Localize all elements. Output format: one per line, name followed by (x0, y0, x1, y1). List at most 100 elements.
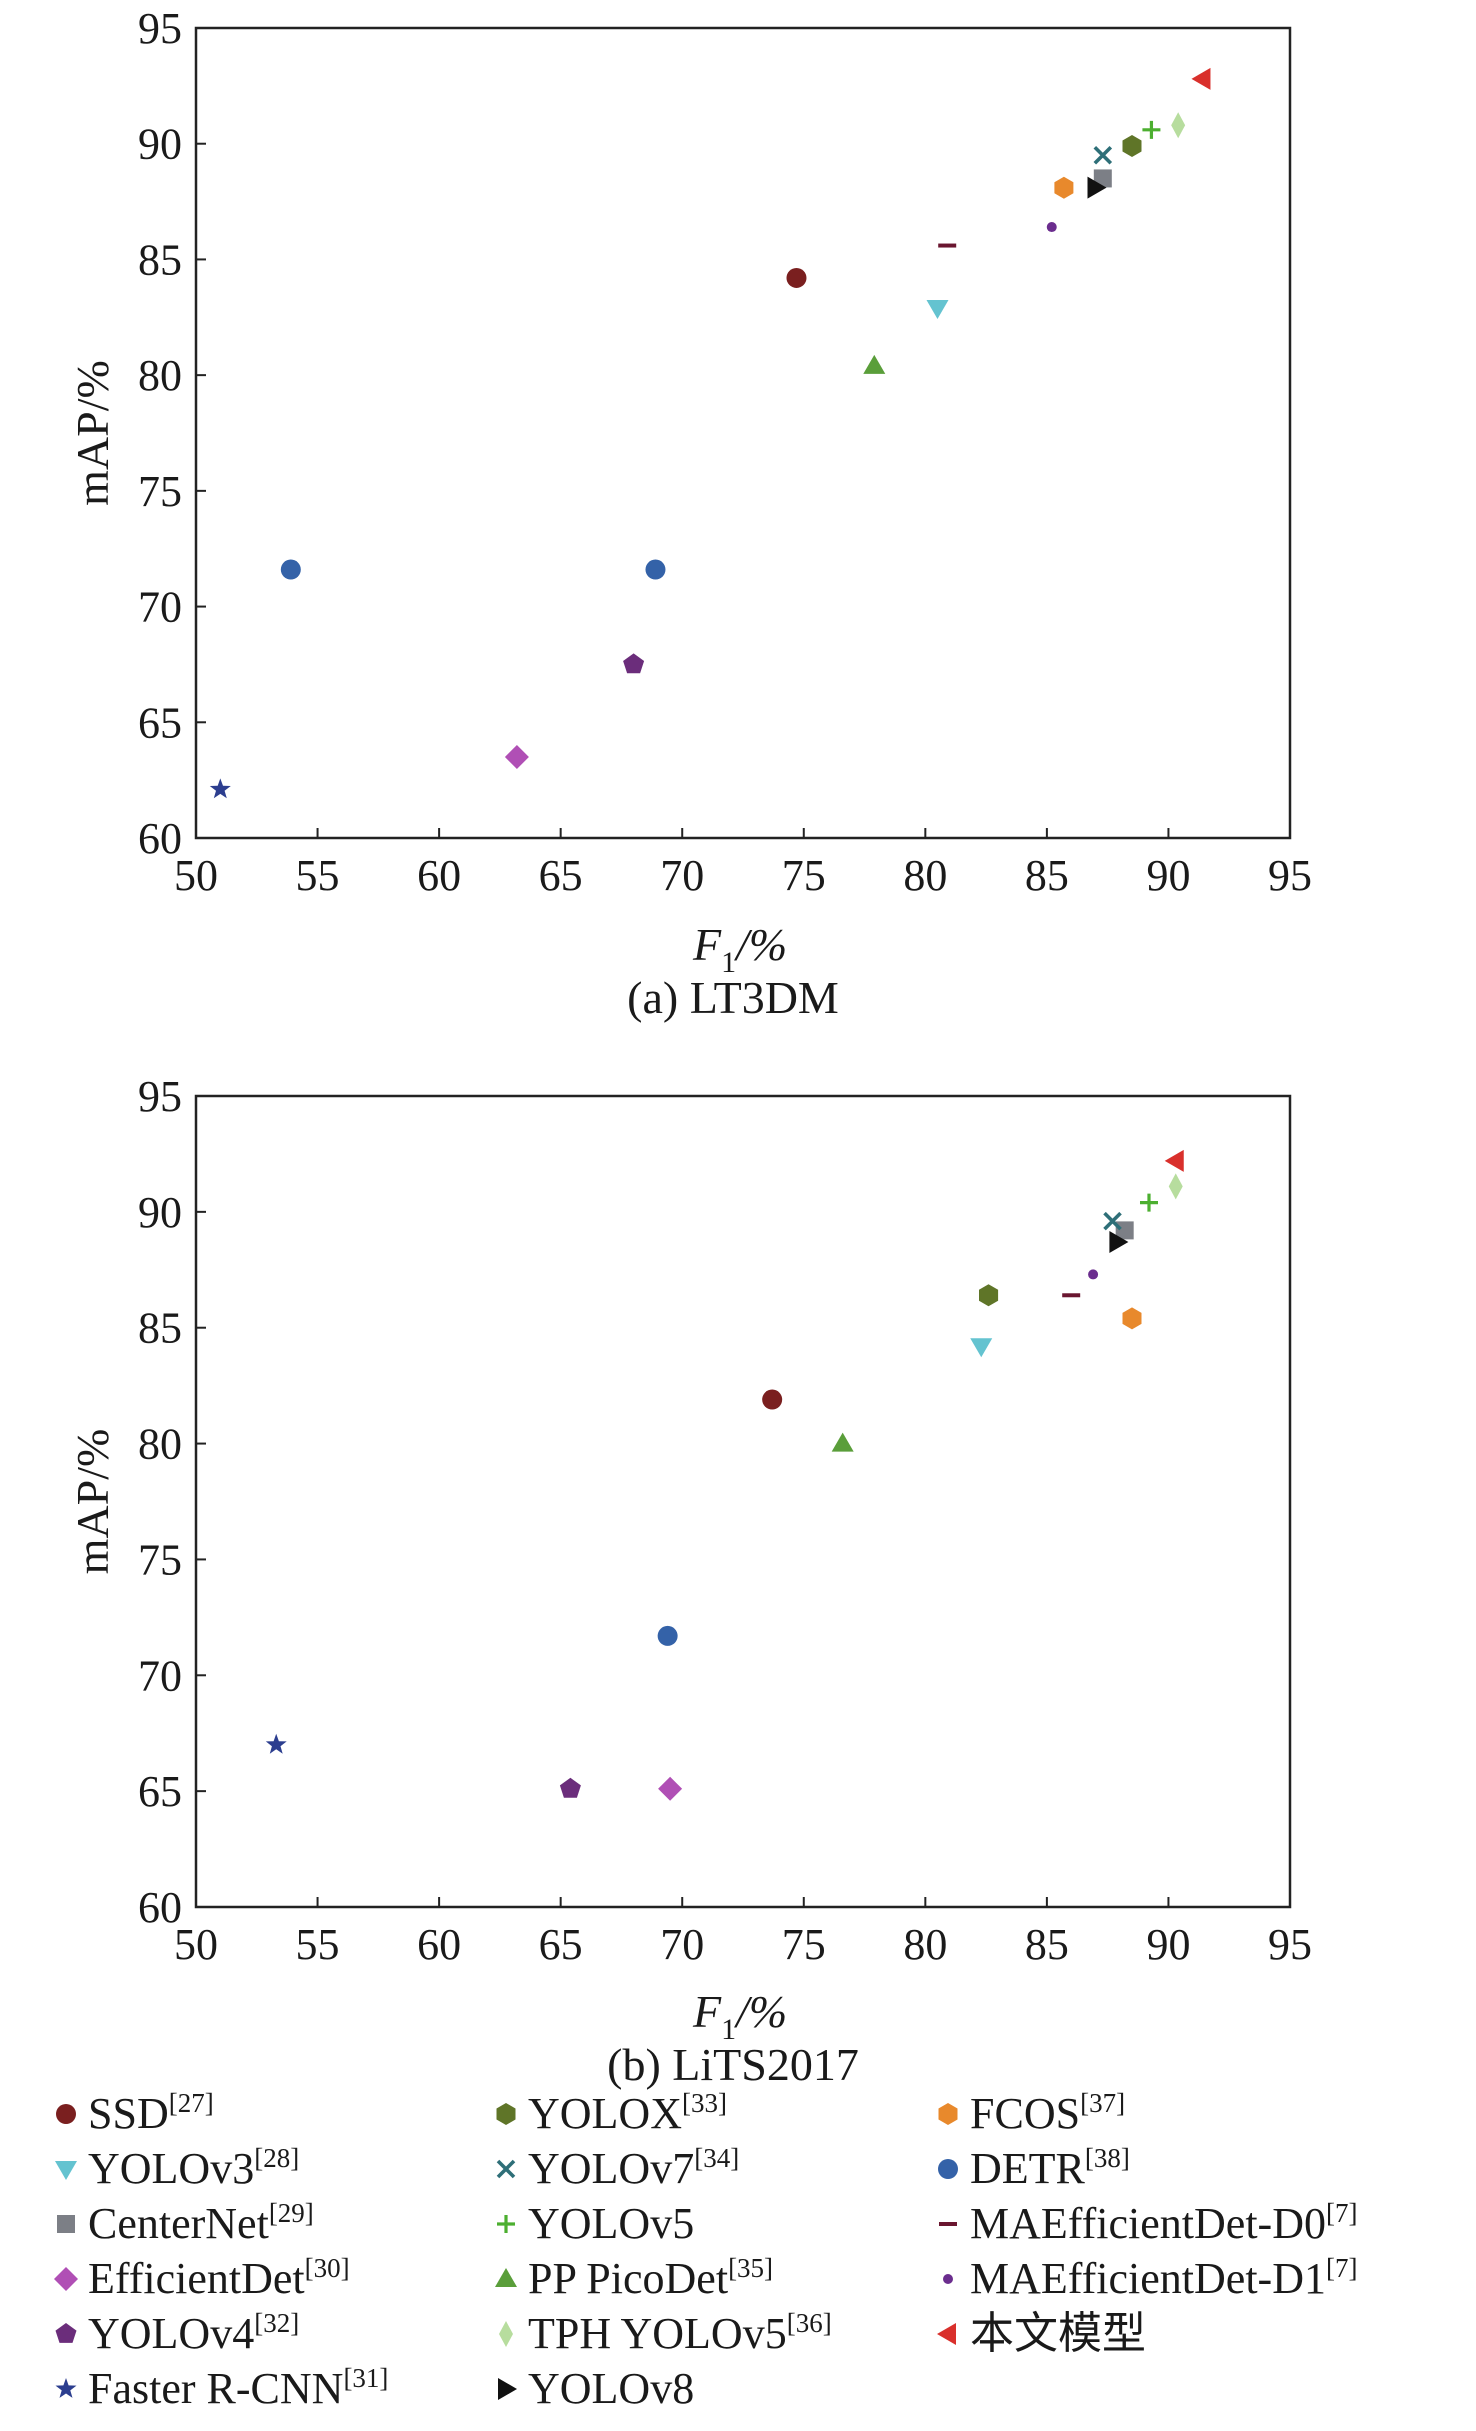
x-tick-label: 50 (174, 851, 218, 900)
x-tick-label: 50 (174, 1920, 218, 1969)
data-point-pppicodet (831, 1432, 854, 1452)
y-tick-label: 90 (138, 1188, 182, 1237)
legend-label: SSD[27] (88, 2088, 214, 2138)
x-tick-label: 60 (417, 1920, 461, 1969)
legend-marker-fasterrcnn (55, 2378, 77, 2398)
y-axis-label: mAP/% (67, 360, 118, 506)
data-point-yolov8 (1109, 1230, 1129, 1253)
legend-marker-ours (937, 2323, 956, 2345)
data-point-centernet (1115, 1221, 1134, 1240)
legend-label: Faster R-CNN[31] (88, 2363, 388, 2413)
data-point-yolov4 (623, 653, 645, 674)
y-tick-label: 75 (138, 467, 182, 516)
y-tick-label: 80 (138, 1420, 182, 1469)
y-tick-label: 70 (138, 583, 182, 632)
legend-label: 本文模型 (970, 2309, 1146, 2358)
data-point-ours (1164, 1149, 1184, 1172)
y-tick-label: 75 (138, 1535, 182, 1584)
data-point-centernet (1093, 169, 1112, 188)
legend-item-detr: DETR[38] (938, 2143, 1130, 2193)
x-axis-label: F1/% (692, 919, 787, 979)
y-tick-label: 65 (138, 1767, 182, 1816)
x-tick-label: 70 (660, 1920, 704, 1969)
legend-item-pppicodet: PP PicoDet[35] (495, 2253, 773, 2303)
legend-label: PP PicoDet[35] (528, 2253, 773, 2303)
x-tick-label: 60 (417, 851, 461, 900)
legend-label: EfficientDet[30] (88, 2253, 350, 2303)
data-point-efficientdet (658, 1776, 683, 1801)
legend-marker-pppicodet (495, 2268, 517, 2287)
data-point-tphyolov5 (1171, 112, 1186, 139)
x-tick-label: 55 (296, 851, 340, 900)
legend-label: YOLOX[33] (528, 2088, 727, 2138)
panel-caption: (b) LiTS2017 (607, 2039, 859, 2090)
x-tick-label: 85 (1025, 851, 1069, 900)
y-tick-label: 85 (138, 235, 182, 284)
legend-item-centernet: CenterNet[29] (57, 2198, 314, 2248)
x-tick-label: 65 (539, 851, 583, 900)
legend-marker-yolov5 (497, 2215, 515, 2233)
data-point-ssd (786, 267, 807, 288)
data-point-tphyolov5 (1168, 1173, 1183, 1200)
legend-label: FCOS[37] (970, 2088, 1125, 2138)
legend-label: MAEfficientDet-D1[7] (970, 2253, 1357, 2303)
x-tick-label: 85 (1025, 1920, 1069, 1969)
x-tick-label: 65 (539, 1920, 583, 1969)
legend-label: TPH YOLOv5[36] (528, 2308, 832, 2358)
data-point-ours (1191, 67, 1211, 90)
legend-label: MAEfficientDet-D0[7] (970, 2198, 1357, 2248)
legend-item-yolov4: YOLOv4[32] (55, 2308, 299, 2358)
legend-marker-maeffd0 (939, 2222, 957, 2226)
legend-item-yolov7: YOLOv7[34] (496, 2143, 739, 2193)
data-point-fasterrcnn (209, 778, 231, 799)
x-tick-label: 95 (1268, 1920, 1312, 1969)
data-point-yolov8 (1087, 176, 1107, 199)
legend-item-efficientdet: EfficientDet[30] (54, 2253, 350, 2303)
panel-caption: (a) LT3DM (627, 972, 839, 1023)
data-point-yolov7 (1103, 1211, 1122, 1231)
y-axis-label: mAP/% (67, 1429, 118, 1575)
legend-label: YOLOv8 (528, 2364, 694, 2413)
legend-label: YOLOv7[34] (528, 2143, 739, 2193)
legend-item-fcos: FCOS[37] (938, 2088, 1125, 2138)
y-tick-label: 95 (138, 4, 182, 53)
plot-frame (194, 1094, 1292, 1909)
legend-item-yolov8: YOLOv8 (498, 2364, 694, 2413)
data-point-maeffd1 (1046, 222, 1057, 233)
legend-marker-detr (938, 2159, 958, 2179)
legend-marker-ssd (56, 2104, 76, 2124)
plot-frame (194, 26, 1292, 840)
x-tick-label: 75 (782, 1920, 826, 1969)
legend-label: YOLOv5 (528, 2199, 694, 2248)
legend-item-yolov3: YOLOv3[28] (55, 2143, 299, 2193)
y-tick-label: 60 (138, 1883, 182, 1932)
y-tick-label: 85 (138, 1304, 182, 1353)
data-point-yolox (979, 1284, 999, 1307)
legend-item-maeffd1: MAEfficientDet-D1[7] (943, 2253, 1357, 2303)
data-point-maeffd0 (938, 243, 957, 248)
legend-item-ssd: SSD[27] (56, 2088, 214, 2138)
data-point-efficientdet (504, 745, 529, 769)
legend-label: YOLOv4[32] (88, 2308, 299, 2358)
y-tick-label: 80 (138, 351, 182, 400)
data-point-detr (280, 559, 301, 580)
legend: SSD[27]YOLOv3[28]CenterNet[29]EfficientD… (54, 2088, 1357, 2413)
legend-item-tphyolov5: TPH YOLOv5[36] (499, 2308, 832, 2358)
data-point-yolov4 (559, 1777, 581, 1798)
data-point-yolov3 (926, 300, 949, 320)
y-tick-label: 70 (138, 1651, 182, 1700)
data-point-yolox (1122, 135, 1142, 157)
data-point-maeffd1 (1088, 1269, 1099, 1280)
data-point-fcos (1054, 176, 1074, 199)
data-point-fcos (1122, 1307, 1142, 1330)
legend-label: DETR[38] (970, 2143, 1130, 2193)
x-tick-label: 80 (903, 851, 947, 900)
chart-panel-a: 50 55 60 65 70 75 80 85 90 95 60 65 70 75 80 85 90 95 mAP/… (67, 4, 1312, 1023)
legend-item-fasterrcnn: Faster R-CNN[31] (55, 2363, 388, 2413)
legend-marker-yolov4 (55, 2323, 77, 2343)
legend-marker-centernet (57, 2215, 75, 2233)
y-tick-label: 65 (138, 698, 182, 747)
legend-item-yolov5: YOLOv5 (497, 2199, 694, 2248)
data-point-detr (645, 559, 666, 580)
data-point-yolov5 (1140, 1193, 1158, 1212)
